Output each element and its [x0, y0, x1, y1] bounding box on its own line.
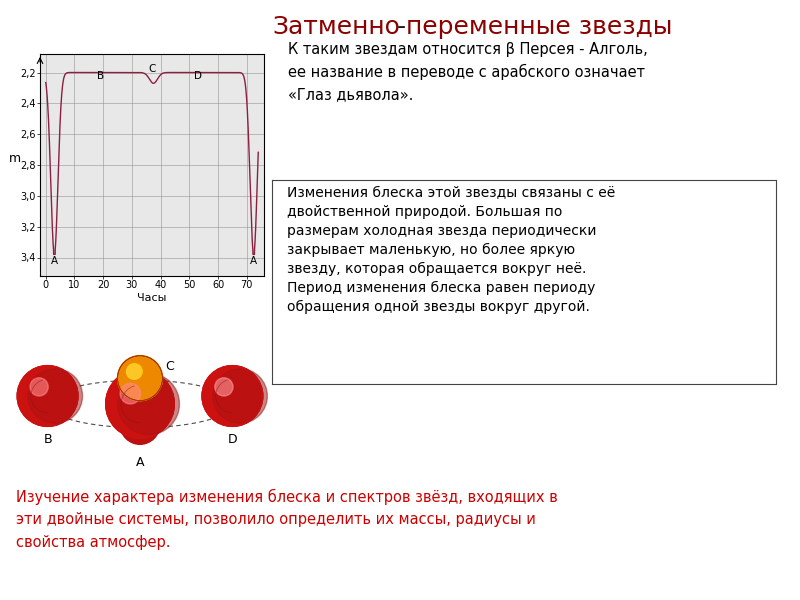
X-axis label: Часы: Часы	[138, 293, 166, 303]
Circle shape	[214, 378, 233, 396]
Text: К таким звездам относится β Персея - Алголь,
ее название в переводе с арабского : К таким звездам относится β Персея - Алг…	[288, 42, 648, 102]
Text: A: A	[136, 456, 144, 469]
Circle shape	[118, 373, 179, 435]
Y-axis label: m: m	[9, 152, 21, 165]
Circle shape	[126, 365, 141, 379]
Circle shape	[18, 365, 78, 427]
Circle shape	[118, 356, 162, 401]
Text: C: C	[148, 64, 156, 74]
Circle shape	[18, 365, 78, 427]
Text: A: A	[50, 256, 58, 266]
Text: -: -	[397, 15, 406, 39]
Text: D: D	[227, 433, 238, 446]
Circle shape	[213, 368, 267, 424]
Text: A: A	[250, 256, 258, 266]
Circle shape	[118, 356, 162, 401]
Circle shape	[202, 365, 262, 427]
Circle shape	[18, 365, 78, 427]
Circle shape	[202, 365, 262, 427]
Text: B: B	[43, 433, 52, 446]
Text: C: C	[165, 361, 174, 373]
Text: D: D	[194, 71, 202, 80]
Text: Изучение характера изменения блеска и спектров звёзд, входящих в
эти двойные сис: Изучение характера изменения блеска и сп…	[16, 489, 558, 550]
Text: Изменения блеска этой звезды связаны с её
двойственной природой. Большая по
разм: Изменения блеска этой звезды связаны с е…	[287, 186, 615, 314]
Circle shape	[106, 370, 174, 438]
Circle shape	[30, 378, 48, 396]
Text: Затменно: Затменно	[272, 15, 400, 39]
Circle shape	[106, 370, 174, 438]
Circle shape	[120, 383, 141, 404]
Circle shape	[28, 368, 82, 424]
Circle shape	[120, 405, 160, 445]
Circle shape	[202, 365, 262, 427]
Text: B: B	[97, 71, 104, 80]
Circle shape	[106, 370, 174, 438]
Circle shape	[126, 364, 142, 379]
Text: переменные звезды: переменные звезды	[406, 15, 673, 39]
